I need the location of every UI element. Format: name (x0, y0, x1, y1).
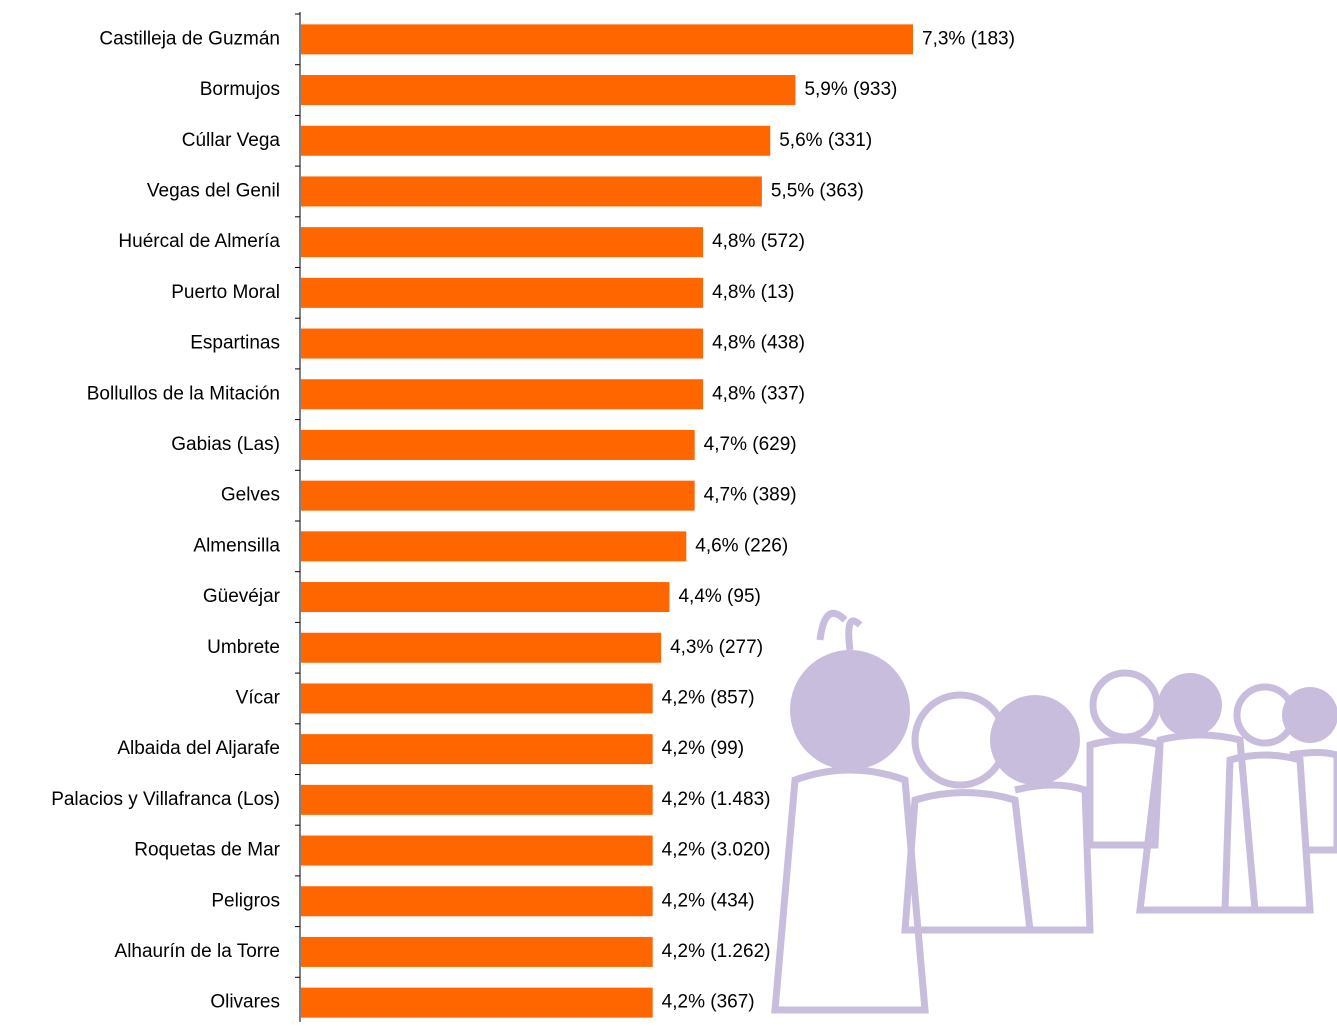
value-label: 4,8% (572) (712, 231, 805, 252)
value-label: 5,9% (933) (804, 79, 897, 100)
category-label: Gelves (221, 485, 280, 506)
value-label: 4,7% (389) (704, 485, 797, 506)
category-label: Umbrete (207, 637, 280, 658)
bar (301, 176, 762, 206)
category-label: Cúllar Vega (182, 130, 281, 151)
category-label: Almensilla (193, 535, 280, 556)
category-label: Peligros (211, 890, 280, 911)
bar (301, 75, 795, 105)
bar (301, 481, 695, 511)
category-label: Castilleja de Guzmán (99, 28, 280, 49)
bar (301, 937, 653, 967)
value-label: 4,8% (337) (712, 383, 805, 404)
bar (301, 886, 653, 916)
value-label: 4,6% (226) (695, 535, 788, 556)
category-label: Roquetas de Mar (134, 840, 280, 861)
category-label: Albaida del Aljarafe (117, 738, 280, 759)
category-label: Palacios y Villafranca (Los) (51, 789, 280, 810)
bar (301, 126, 770, 156)
category-label: Puerto Moral (171, 282, 280, 303)
category-label: Olivares (210, 992, 280, 1013)
value-label: 5,5% (363) (771, 180, 864, 201)
bar (301, 278, 703, 308)
category-label: Güevéjar (203, 586, 281, 607)
bar (301, 531, 686, 561)
value-label: 4,2% (1.262) (662, 941, 771, 962)
chart: Castilleja de Guzmán 7,3% (183) Bormujos 5,… (0, 0, 1337, 1026)
bar (301, 836, 653, 866)
category-label: Gabias (Las) (171, 434, 280, 455)
value-label: 4,2% (434) (662, 890, 755, 911)
category-label: Alhaurín de la Torre (115, 941, 280, 962)
value-label: 4,8% (13) (712, 282, 794, 303)
value-label: 4,7% (629) (704, 434, 797, 455)
bar (301, 430, 695, 460)
category-label: Vegas del Genil (147, 180, 280, 201)
value-label: 5,6% (331) (779, 130, 872, 151)
category-label: Huércal de Almería (118, 231, 280, 252)
value-label: 4,2% (1.483) (662, 789, 771, 810)
bar (301, 734, 653, 764)
bar (301, 379, 703, 409)
value-label: 4,2% (857) (662, 687, 755, 708)
value-label: 4,4% (95) (678, 586, 760, 607)
value-label: 4,2% (3.020) (662, 840, 771, 861)
value-label: 7,3% (183) (922, 28, 1015, 49)
value-label: 4,2% (367) (662, 992, 755, 1013)
bar (301, 329, 703, 359)
category-label: Bollullos de la Mitación (87, 383, 280, 404)
value-label: 4,8% (438) (712, 333, 805, 354)
category-label: Bormujos (200, 79, 280, 100)
bar (301, 683, 653, 713)
category-label: Vícar (236, 687, 281, 708)
value-label: 4,3% (277) (670, 637, 763, 658)
bar (301, 24, 913, 54)
bar (301, 988, 653, 1018)
decoration (775, 613, 1337, 1010)
bar (301, 582, 669, 612)
bar (301, 633, 661, 663)
category-label: Espartinas (190, 333, 280, 354)
bar (301, 785, 653, 815)
value-label: 4,2% (99) (662, 738, 744, 759)
bar (301, 227, 703, 257)
